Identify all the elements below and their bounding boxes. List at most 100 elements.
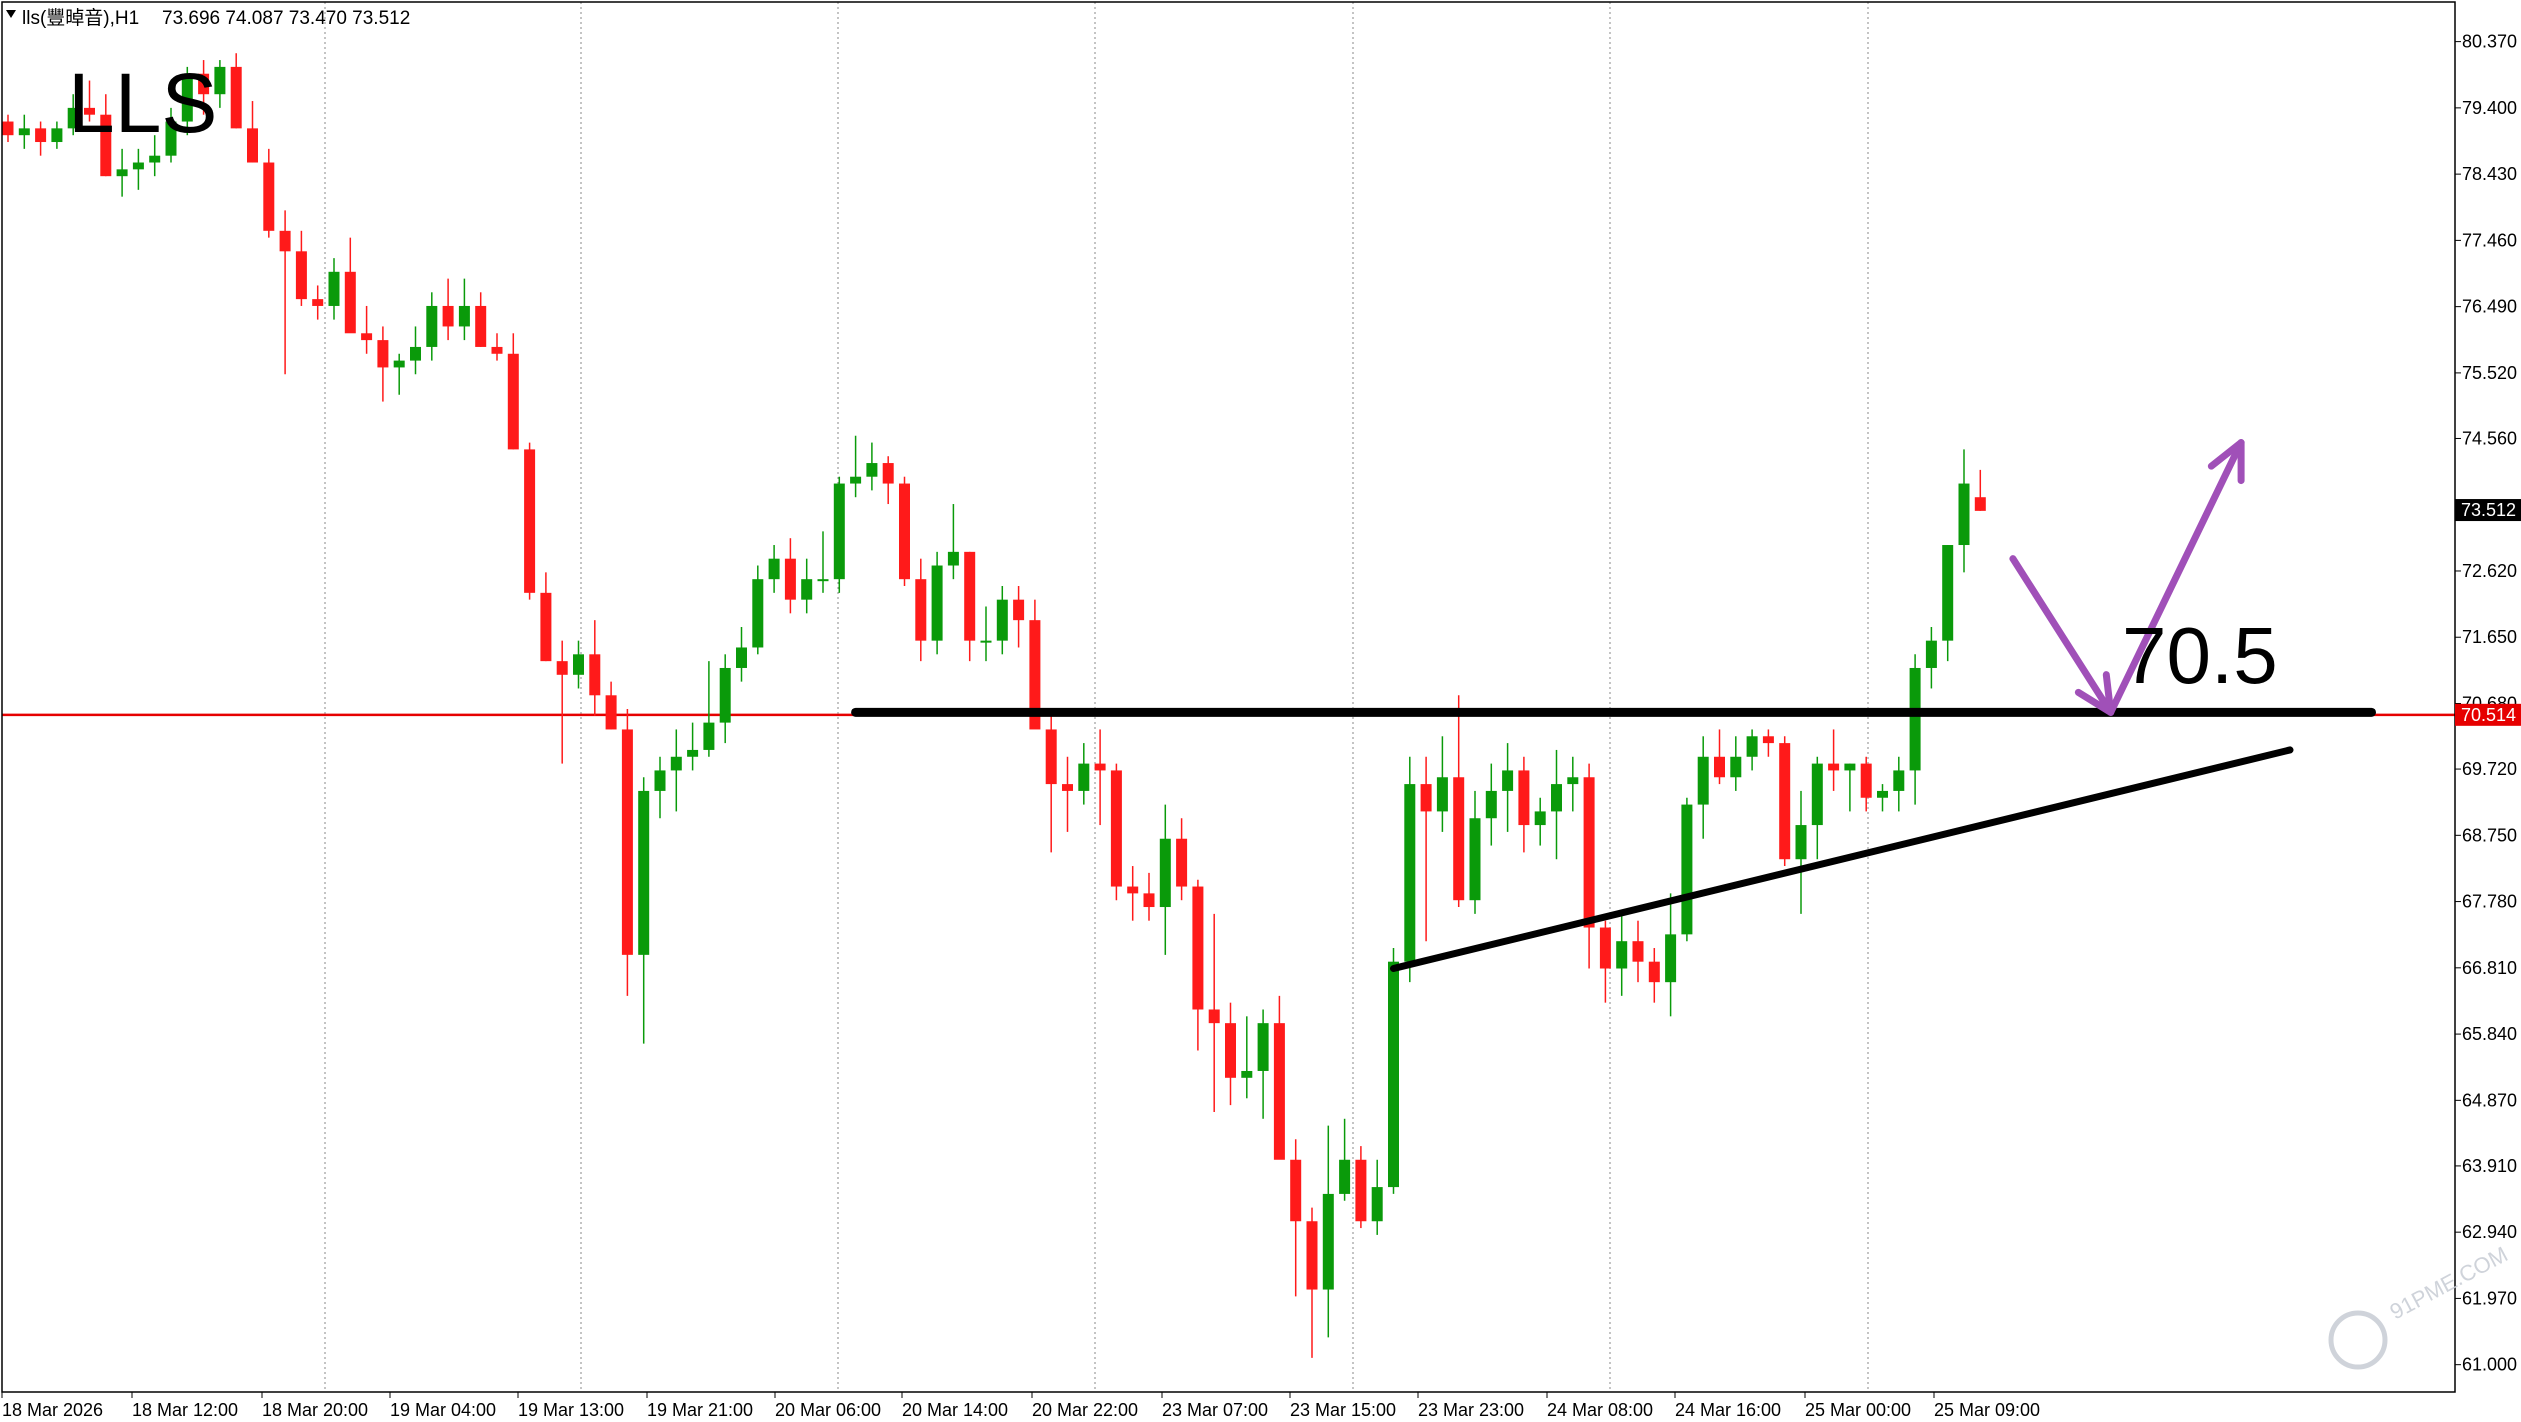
candle-bear <box>1208 1009 1220 1024</box>
candle-bull <box>1388 961 1399 1188</box>
time-tick-label: 24 Mar 08:00 <box>1547 1400 1653 1420</box>
candle-bull <box>1730 756 1742 778</box>
candle-bull <box>687 749 699 757</box>
candle-bull <box>1485 790 1497 819</box>
candle-bull <box>996 599 1008 641</box>
candle-bull <box>328 271 340 306</box>
triangle-down-icon[interactable] <box>6 10 16 18</box>
arrow-down-head <box>2074 671 2115 716</box>
candle-bear <box>1762 736 1774 744</box>
candle-bear <box>1974 497 1986 511</box>
candle-bull <box>768 558 780 580</box>
candle-bear <box>1420 784 1432 812</box>
candle-bull <box>817 579 829 582</box>
candle-bull <box>1811 763 1823 826</box>
candle-bear <box>1518 770 1530 826</box>
candle-bear <box>915 579 927 641</box>
candle-bull <box>931 565 943 641</box>
arrow-up <box>2107 439 2245 716</box>
candle-bull <box>1159 838 1171 908</box>
candle-bull <box>1078 763 1090 791</box>
candle-bear <box>1828 763 1840 771</box>
candle-bull <box>116 169 128 177</box>
candle-bear <box>1714 756 1725 778</box>
candle-bull <box>947 551 959 566</box>
candle-bear <box>344 271 356 334</box>
candle-bull <box>1322 1193 1334 1290</box>
time-tick-label: 24 Mar 16:00 <box>1675 1400 1781 1420</box>
candle-bull <box>393 360 405 368</box>
candle-bear <box>1355 1159 1367 1222</box>
candle-bull <box>1551 784 1562 812</box>
price-tick-label: 64.870 <box>2462 1090 2517 1110</box>
candle-bull <box>1436 777 1448 812</box>
candle-bear <box>882 463 894 484</box>
candle-bull <box>426 305 438 347</box>
time-tick-label: 23 Mar 23:00 <box>1418 1400 1524 1420</box>
arrow-up-head <box>2207 439 2245 485</box>
trend-line <box>1390 746 2294 973</box>
time-tick-label: 19 Mar 13:00 <box>518 1400 624 1420</box>
candle-bull <box>1567 777 1579 785</box>
level-price-tag <box>2455 703 2521 726</box>
time-tick-label: 23 Mar 07:00 <box>1162 1400 1268 1420</box>
candle-bull <box>703 722 715 750</box>
price-tick-label: 69.720 <box>2462 759 2517 779</box>
price-tick-label: 66.810 <box>2462 958 2517 978</box>
candle-bear <box>540 592 552 662</box>
candle-bull <box>1681 804 1693 935</box>
candle-bear <box>1094 763 1106 771</box>
current-price-tag <box>2455 499 2521 522</box>
symbol-label: lls(豐晫音),H1 <box>22 7 139 29</box>
candle-bear <box>1143 893 1155 908</box>
candle-bear <box>1860 763 1872 798</box>
time-tick-label: 18 Mar 12:00 <box>132 1400 238 1420</box>
candle-bear <box>35 128 47 143</box>
candle-bear <box>2 121 14 136</box>
candle-bear <box>361 333 373 341</box>
price-tick-label: 79.400 <box>2462 98 2517 118</box>
candle-bear <box>1225 1023 1236 1078</box>
price-tick-label: 78.430 <box>2462 164 2517 184</box>
candle-bear <box>1779 743 1791 860</box>
candle-bear <box>1648 961 1660 983</box>
price-tick-label: 72.620 <box>2462 561 2517 581</box>
candle-bull <box>833 483 845 580</box>
candle-bear <box>1062 784 1073 791</box>
candle-bull <box>670 756 682 771</box>
candle-bear <box>1290 1159 1302 1222</box>
candle-bull <box>132 162 144 170</box>
price-tick-label: 62.940 <box>2462 1222 2517 1242</box>
candle-bull <box>801 579 813 600</box>
candle-bull <box>752 579 764 648</box>
candle-bear <box>1273 1023 1285 1160</box>
candle-bear <box>1045 729 1057 785</box>
candle-bull <box>1339 1159 1351 1194</box>
candle-bull <box>165 121 177 156</box>
candle-bull <box>458 305 470 327</box>
price-tick-label: 61.000 <box>2462 1355 2517 1375</box>
candle-bull <box>410 346 421 361</box>
candle-bear <box>605 695 617 730</box>
price-tick-label: 77.460 <box>2462 230 2517 250</box>
candle-bear <box>1029 620 1041 730</box>
candle-bear <box>1127 886 1139 894</box>
candle-bear <box>263 162 275 231</box>
price-tick-label: 73.512 <box>2461 500 2516 520</box>
price-tick-label: 71.650 <box>2462 627 2517 647</box>
candle-bull <box>638 790 650 955</box>
candle-bull <box>736 647 747 668</box>
candle-bear <box>475 305 487 347</box>
watermark-logo-icon <box>2328 1310 2388 1370</box>
candle-bull <box>1665 934 1677 983</box>
candle-bull <box>573 654 584 675</box>
candle-bull <box>181 73 193 122</box>
price-tick-label: 70.514 <box>2461 705 2516 725</box>
ohlc-readout: 73.696 74.087 73.470 73.512 <box>162 8 410 29</box>
candle-bull <box>1844 763 1856 771</box>
time-tick-label: 18 Mar 20:00 <box>262 1400 368 1420</box>
time-tick-label: 25 Mar 09:00 <box>1934 1400 2040 1420</box>
candle-bear <box>1583 777 1595 928</box>
candle-bull <box>1697 756 1709 805</box>
